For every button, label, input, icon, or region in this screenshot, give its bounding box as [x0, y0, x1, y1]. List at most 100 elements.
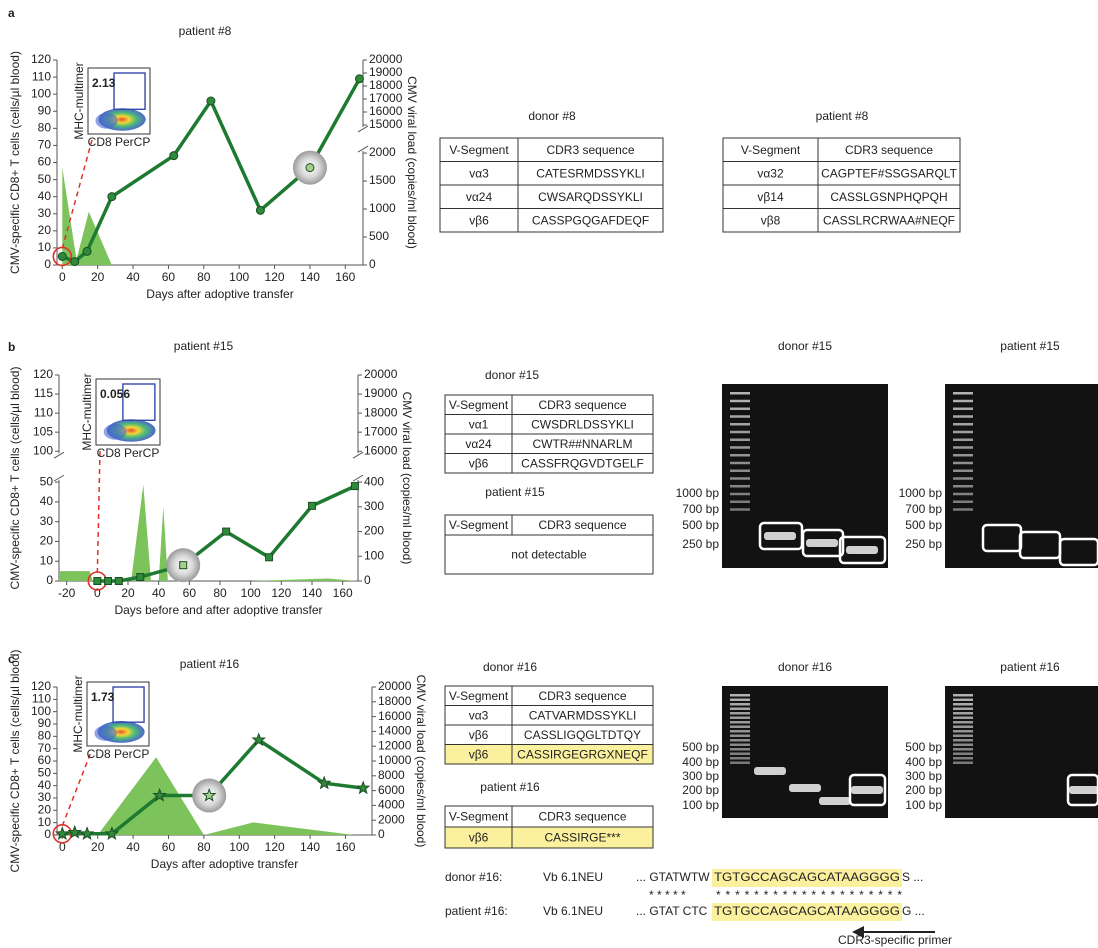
y-tick-label: 30 — [38, 790, 52, 804]
dna-band — [846, 546, 878, 554]
ladder-band — [730, 493, 750, 496]
ladder-band — [730, 485, 750, 488]
table-cell-text: vα24 — [466, 190, 493, 204]
ladder-band — [953, 423, 973, 426]
data-point — [71, 258, 79, 266]
y-tick-label: 110 — [32, 69, 51, 83]
y-tick-label: 50 — [38, 766, 52, 780]
ladder-band — [953, 400, 973, 403]
y-tick-label: 60 — [38, 155, 52, 169]
data-point — [170, 152, 178, 160]
ladder-band — [953, 454, 973, 457]
data-point — [94, 578, 101, 585]
match-stars: * * * * * — [649, 888, 686, 902]
dna-band — [754, 767, 786, 775]
ladder-label: 700 bp — [682, 502, 719, 516]
y-axis-label: CMV-specific CD8+ T cells (cells/µl bloo… — [8, 367, 22, 590]
chart-title: patient #8 — [179, 24, 232, 38]
ladder-band — [730, 717, 750, 720]
sequence-suffix: G ... — [902, 904, 925, 918]
table-header: V-Segment — [449, 518, 509, 532]
data-point — [309, 502, 316, 509]
panel-label: b — [8, 340, 15, 354]
ladder-band — [953, 431, 973, 434]
table-header: CDR3 sequence — [538, 689, 626, 703]
y-tick-label: 30 — [38, 206, 52, 220]
table-cell-text: CWSARQDSSYKLI — [538, 190, 643, 204]
x-tick-label: 120 — [265, 840, 285, 854]
x-axis-label: Days after adoptive transfer — [146, 287, 293, 301]
ladder-band — [730, 694, 750, 697]
ladder-band — [953, 748, 973, 751]
y-tick-label: 0 — [44, 827, 51, 841]
y2-tick-label: 8000 — [378, 768, 405, 782]
x-axis-label: Days before and after adoptive transfer — [114, 603, 322, 617]
y-tick-label: 50 — [40, 474, 54, 488]
table-cell-text: CASSFRQGVDTGELF — [521, 456, 644, 470]
gel-title: donor #15 — [778, 339, 832, 353]
dna-band — [819, 797, 851, 805]
ladder-band — [730, 392, 750, 395]
table-cell-text: vα32 — [757, 166, 784, 180]
table-title: donor #15 — [485, 368, 539, 382]
table-cell-text: vβ6 — [469, 831, 489, 845]
ladder-band — [953, 717, 973, 720]
ladder-band — [953, 762, 973, 765]
x-tick-label: 160 — [335, 270, 355, 284]
ladder-band — [730, 446, 750, 449]
y2-axis-label: CMV viral load (copies/ml blood) — [414, 675, 428, 848]
ladder-band — [730, 699, 750, 702]
x-tick-label: 160 — [333, 586, 353, 600]
table-cell-text: CATESRMDSSYKLI — [536, 166, 644, 180]
x-tick-label: 80 — [197, 840, 211, 854]
table-cell-text: vβ6 — [469, 213, 489, 227]
data-point — [115, 578, 122, 585]
ladder-band — [730, 400, 750, 403]
table-header: CDR3 sequence — [845, 143, 933, 157]
data-point — [306, 164, 314, 172]
chart-title: patient #16 — [180, 657, 240, 671]
ladder-band — [953, 477, 973, 480]
x-tick-label: 20 — [121, 586, 135, 600]
y2-tick-label: 19000 — [369, 65, 403, 79]
table-header: CDR3 sequence — [546, 143, 634, 157]
table-title: patient #16 — [480, 780, 540, 794]
y-tick-label: 70 — [38, 138, 52, 152]
data-point — [223, 528, 230, 535]
sample-name: patient #16: — [445, 904, 508, 918]
y2-tick-label: 16000 — [378, 709, 412, 723]
inset-x-label: CD8 PerCP — [87, 747, 150, 761]
y-tick-label: 120 — [31, 52, 51, 66]
y-tick-label: 100 — [33, 443, 53, 457]
x-tick-label: 40 — [152, 586, 166, 600]
gel-title: patient #16 — [1000, 660, 1060, 674]
ladder-label: 1000 bp — [676, 486, 720, 500]
table-header: V-Segment — [449, 398, 509, 412]
y2-tick-label: 0 — [364, 573, 371, 587]
table-cell-text: CASSIRGE*** — [544, 831, 620, 845]
data-point — [180, 562, 187, 569]
gel-image — [945, 686, 1098, 818]
gate-value: 1.73 — [91, 690, 115, 704]
table-header: V-Segment — [741, 143, 801, 157]
x-tick-label: 20 — [91, 270, 105, 284]
y-tick-label: 40 — [38, 189, 52, 203]
sample-name: donor #16: — [445, 870, 502, 884]
ladder-band — [730, 501, 750, 504]
x-tick-label: 120 — [265, 270, 285, 284]
ladder-label: 500 bp — [682, 740, 719, 754]
table-cell-text: CASSLIGQGLTDTQY — [524, 728, 641, 742]
y2-tick-label: 14000 — [378, 724, 412, 738]
data-point — [351, 483, 358, 490]
x-tick-label: 140 — [300, 270, 320, 284]
gel-title: donor #16 — [778, 660, 832, 674]
y-tick-label: 100 — [31, 86, 51, 100]
primer-sequence: TGTGCCAGCAGCATAAGGGG — [714, 904, 900, 918]
table-title: patient #8 — [816, 109, 869, 123]
data-point — [357, 782, 369, 793]
cell-cloud — [95, 113, 117, 129]
ladder-label: 700 bp — [905, 502, 942, 516]
table-cell-text: CWSDRLDSSYKLI — [531, 417, 634, 431]
inset-y-label: MHC-multimer — [80, 373, 94, 450]
ladder-label: 300 bp — [682, 769, 719, 783]
